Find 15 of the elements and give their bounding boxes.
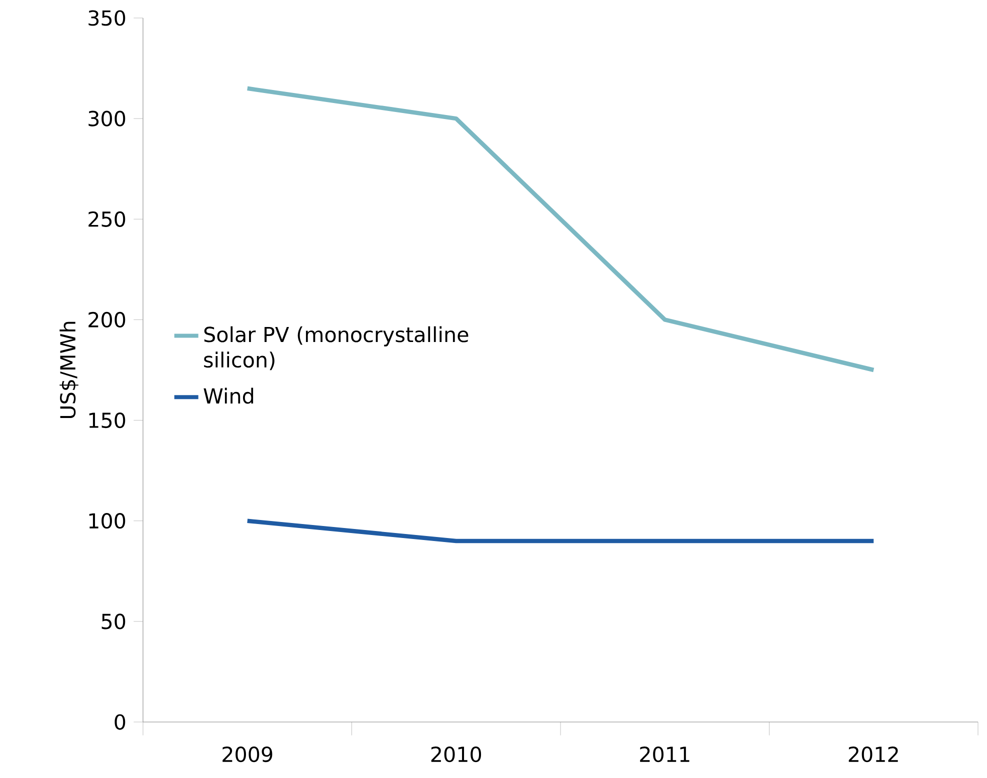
legend-label: Solar PV (monocrystalline silicon) bbox=[204, 326, 468, 370]
y-tick-label: 250 bbox=[88, 211, 126, 227]
x-tick-label: 2012 bbox=[848, 746, 898, 762]
legend-label: Wind bbox=[204, 388, 254, 404]
y-axis-title: US$/MWh bbox=[60, 322, 78, 418]
y-tick-label: 150 bbox=[89, 412, 126, 428]
x-tick-label: 2010 bbox=[431, 746, 482, 762]
y-tick-label: 300 bbox=[88, 110, 126, 126]
y-tick-label: 50 bbox=[102, 614, 126, 630]
y-tick-label: 100 bbox=[89, 513, 126, 529]
x-tick-label: 2011 bbox=[640, 746, 690, 762]
y-tick-label: 0 bbox=[114, 714, 126, 730]
x-tick-label: 2009 bbox=[222, 746, 272, 762]
y-tick-label: 350 bbox=[88, 10, 126, 26]
y-tick-label: 200 bbox=[88, 312, 126, 328]
